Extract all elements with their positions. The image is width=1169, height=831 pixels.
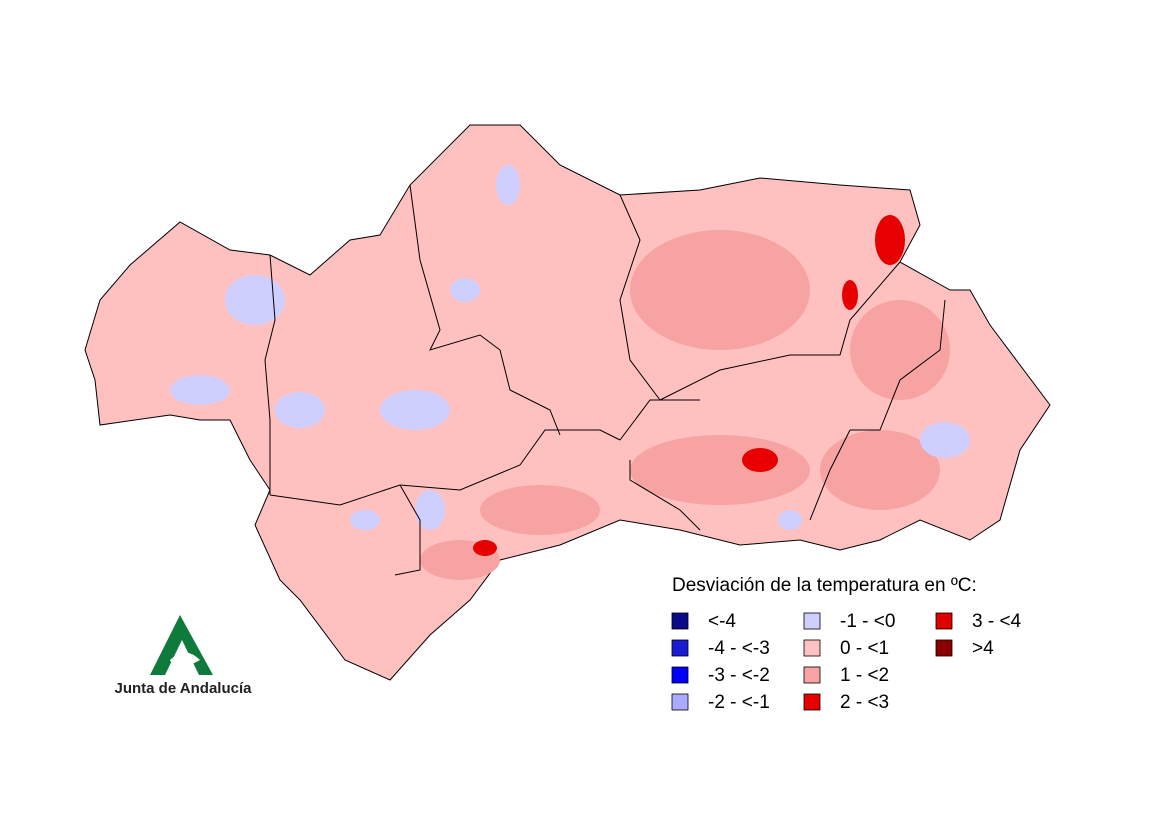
logo: Junta de Andalucía [115,615,253,697]
legend-swatch [803,666,821,684]
province-borders [264,184,946,576]
legend-label: -3 - <-2 [708,665,770,686]
logo-mark-cut [170,652,200,672]
legend-swatch [671,639,689,657]
legend-swatch [803,612,821,630]
andalusia-region [84,124,1051,681]
legend-swatch [935,639,953,657]
logo-text: Junta de Andalucía [115,680,253,697]
legend-label: -2 - <-1 [708,692,770,713]
legend-label: -1 - <0 [840,611,895,632]
legend-label: 3 - <4 [972,611,1022,632]
legend-label: <-4 [708,611,736,632]
legend-swatch [803,693,821,711]
legend-title: Desviación de la temperatura en ºC: [672,575,977,596]
legend-swatch [803,639,821,657]
legend-swatch [671,612,689,630]
legend-label: 1 - <2 [840,665,889,686]
hot-areas [473,215,905,556]
legend-swatch [671,666,689,684]
legend-swatch [671,693,689,711]
cool-areas [170,165,970,530]
legend-label: -4 - <-3 [708,638,770,659]
legend-swatch [935,612,953,630]
legend: Desviación de la temperatura en ºC: <-4 -… [671,575,1022,713]
legend-label: 0 - <1 [840,638,889,659]
legend-label: >4 [972,638,994,659]
map [84,124,1051,681]
legend-label: 2 - <3 [840,692,889,713]
